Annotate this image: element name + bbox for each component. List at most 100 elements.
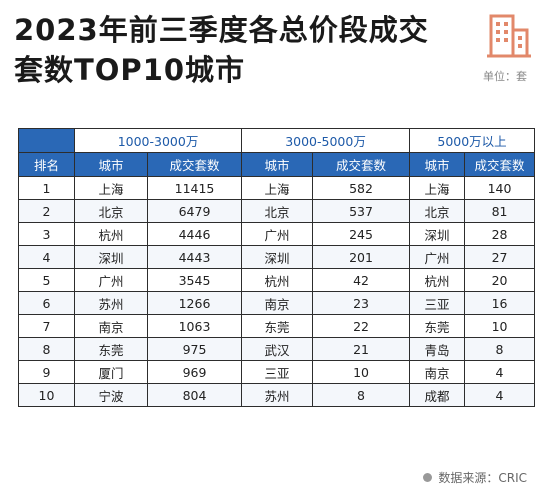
column-header: 成交套数 <box>464 152 536 177</box>
table-cell: 23 <box>312 291 411 315</box>
table-cell: 4 <box>464 360 536 384</box>
data-table: 1000-3000万 3000-5000万 5000万以上 排名 城市 成交套数… <box>18 128 536 407</box>
table-cell: 6479 <box>146 199 243 223</box>
table-cell: 东莞 <box>409 314 466 338</box>
table-cell: 深圳 <box>74 245 148 269</box>
table-cell: 21 <box>312 337 411 361</box>
group-header: 5000万以上 <box>409 128 536 153</box>
table-cell: 27 <box>464 245 536 269</box>
table-cell: 5 <box>18 268 75 292</box>
building-icon <box>481 8 537 64</box>
table-cell: 8 <box>312 383 411 407</box>
table-cell: 成都 <box>409 383 466 407</box>
unit-label: 单位：套 <box>483 70 527 83</box>
table-cell: 深圳 <box>241 245 314 269</box>
group-header-row: 1000-3000万 3000-5000万 5000万以上 <box>18 128 536 153</box>
table-cell: 201 <box>312 245 411 269</box>
table-cell: 北京 <box>74 199 148 223</box>
table-cell: 北京 <box>241 199 314 223</box>
table-cell: 11415 <box>146 176 243 200</box>
group-header: 1000-3000万 <box>73 128 243 153</box>
table-cell: 南京 <box>74 314 148 338</box>
table-row: 8 东莞 975 武汉 21 青岛 8 <box>18 337 536 361</box>
table-cell: 3 <box>18 222 75 246</box>
table-cell: 10 <box>18 383 75 407</box>
table-cell: 上海 <box>409 176 466 200</box>
table-cell: 南京 <box>241 291 314 315</box>
table-cell: 北京 <box>409 199 466 223</box>
table-cell: 上海 <box>241 176 314 200</box>
table-cell: 4 <box>18 245 75 269</box>
table-cell: 广州 <box>241 222 314 246</box>
table-cell: 582 <box>312 176 411 200</box>
table-cell: 三亚 <box>241 360 314 384</box>
table-cell: 东莞 <box>241 314 314 338</box>
table-cell: 20 <box>464 268 536 292</box>
table-cell: 1266 <box>146 291 243 315</box>
table-body: 1 上海 11415 上海 582 上海 140 2 北京 6479 北京 537 北京 81 3 杭州 444… <box>18 176 536 407</box>
table-cell: 1063 <box>146 314 243 338</box>
table-cell: 8 <box>464 337 536 361</box>
table-cell: 4443 <box>146 245 243 269</box>
table-cell: 武汉 <box>241 337 314 361</box>
table-row: 10 宁波 804 苏州 8 成都 4 <box>18 383 536 407</box>
table-cell: 975 <box>146 337 243 361</box>
table-row: 5 广州 3545 杭州 42 杭州 20 <box>18 268 536 292</box>
table-cell: 广州 <box>74 268 148 292</box>
table-row: 9 厦门 969 三亚 10 南京 4 <box>18 360 536 384</box>
table-cell: 969 <box>146 360 243 384</box>
table-cell: 厦门 <box>74 360 148 384</box>
table-cell: 苏州 <box>241 383 314 407</box>
source-note: 数据来源：CRIC <box>423 469 527 486</box>
table-cell: 140 <box>464 176 536 200</box>
table-row: 6 苏州 1266 南京 23 三亚 16 <box>18 291 536 315</box>
table-cell: 宁波 <box>74 383 148 407</box>
column-header: 成交套数 <box>312 152 411 177</box>
column-header: 排名 <box>18 152 75 177</box>
table-cell: 杭州 <box>74 222 148 246</box>
table-cell: 苏州 <box>74 291 148 315</box>
table-cell: 42 <box>312 268 411 292</box>
table-cell: 杭州 <box>409 268 466 292</box>
table-cell: 81 <box>464 199 536 223</box>
table-cell: 3545 <box>146 268 243 292</box>
table-cell: 4 <box>464 383 536 407</box>
table-cell: 三亚 <box>409 291 466 315</box>
table-cell: 22 <box>312 314 411 338</box>
table-cell: 广州 <box>409 245 466 269</box>
column-header-row: 排名 城市 成交套数 城市 成交套数 城市 成交套数 <box>18 152 536 177</box>
table-cell: 10 <box>464 314 536 338</box>
table-cell: 东莞 <box>74 337 148 361</box>
table-cell: 804 <box>146 383 243 407</box>
column-header: 城市 <box>409 152 466 177</box>
table-cell: 10 <box>312 360 411 384</box>
table-cell: 9 <box>18 360 75 384</box>
table-cell: 245 <box>312 222 411 246</box>
table-cell: 深圳 <box>409 222 466 246</box>
group-header: 3000-5000万 <box>241 128 411 153</box>
table-row: 3 杭州 4446 广州 245 深圳 28 <box>18 222 536 246</box>
table-cell: 16 <box>464 291 536 315</box>
column-header: 城市 <box>241 152 314 177</box>
column-header: 成交套数 <box>146 152 243 177</box>
table-cell: 南京 <box>409 360 466 384</box>
column-header: 城市 <box>74 152 148 177</box>
table-cell: 1 <box>18 176 75 200</box>
table-cell: 4446 <box>146 222 243 246</box>
table-cell: 2 <box>18 199 75 223</box>
group-header-blank <box>18 128 75 153</box>
table-row: 1 上海 11415 上海 582 上海 140 <box>18 176 536 200</box>
table-cell: 6 <box>18 291 75 315</box>
table-cell: 杭州 <box>241 268 314 292</box>
table-row: 2 北京 6479 北京 537 北京 81 <box>18 199 536 223</box>
table-cell: 7 <box>18 314 75 338</box>
table-cell: 青岛 <box>409 337 466 361</box>
table-row: 7 南京 1063 东莞 22 东莞 10 <box>18 314 536 338</box>
table-cell: 上海 <box>74 176 148 200</box>
page-title: 2023年前三季度各总价段成交套数TOP10城市 <box>14 13 429 87</box>
bullet-icon <box>423 473 433 482</box>
table-cell: 537 <box>312 199 411 223</box>
table-cell: 8 <box>18 337 75 361</box>
table-cell: 28 <box>464 222 536 246</box>
source-text: 数据来源：CRIC <box>438 471 527 485</box>
